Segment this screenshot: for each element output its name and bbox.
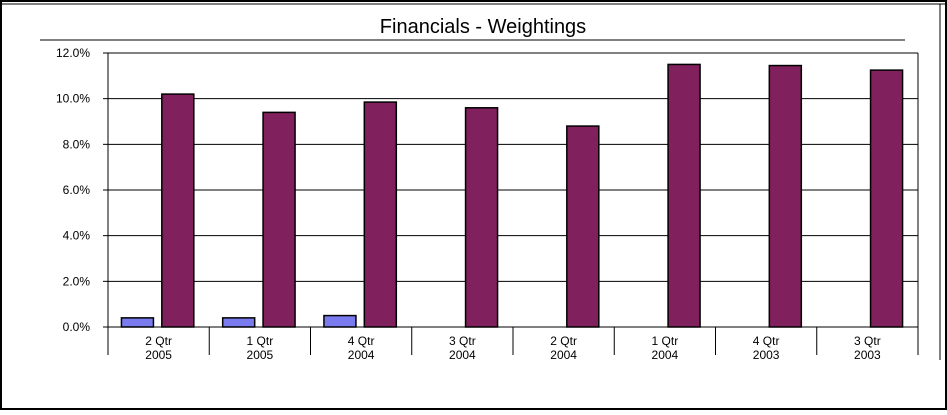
x-tick-label: 1 Qtr xyxy=(247,334,274,348)
bar xyxy=(363,101,398,328)
bar xyxy=(667,63,701,328)
x-tick-label: 2004 xyxy=(550,348,577,362)
x-tick-label: 3 Qtr xyxy=(449,334,476,348)
x-tick-label: 2004 xyxy=(449,348,476,362)
bar xyxy=(262,111,296,328)
x-tick-label: 2005 xyxy=(247,348,274,362)
y-tick-label: 4.0% xyxy=(63,229,91,243)
bar xyxy=(323,314,357,328)
x-tick-label: 4 Qtr xyxy=(348,334,375,348)
y-tick-label: 6.0% xyxy=(63,183,91,197)
chart-title: Financials - Weightings xyxy=(380,16,586,38)
x-tick-label: 2 Qtr xyxy=(145,334,172,348)
axes xyxy=(103,52,919,355)
x-tick-label: 2005 xyxy=(145,348,172,362)
x-tick-label: 2004 xyxy=(652,348,679,362)
y-tick-label: 0.0% xyxy=(63,320,91,334)
x-tick-label: 2003 xyxy=(854,348,881,362)
y-tick-label: 12.0% xyxy=(56,46,90,60)
x-tick-label: 4 Qtr xyxy=(753,334,780,348)
y-tick-label: 8.0% xyxy=(63,137,91,151)
x-tick-label: 2 Qtr xyxy=(550,334,577,348)
x-tick-label: 2004 xyxy=(348,348,375,362)
bar xyxy=(869,69,904,328)
bar xyxy=(464,107,499,328)
y-tick-label: 2.0% xyxy=(63,274,91,288)
bar xyxy=(768,64,803,328)
x-tick-label: 3 Qtr xyxy=(854,334,881,348)
x-tick-label: 2003 xyxy=(753,348,780,362)
y-tick-labels: 0.0% 2.0% 4.0% 6.0% 8.0% 10.0% 12.0% xyxy=(56,46,90,334)
bar xyxy=(566,125,600,328)
bar xyxy=(221,317,256,328)
bar xyxy=(161,93,195,328)
bar xyxy=(120,317,155,328)
y-tick-label: 10.0% xyxy=(56,92,90,106)
x-tick-label: 1 Qtr xyxy=(652,334,679,348)
